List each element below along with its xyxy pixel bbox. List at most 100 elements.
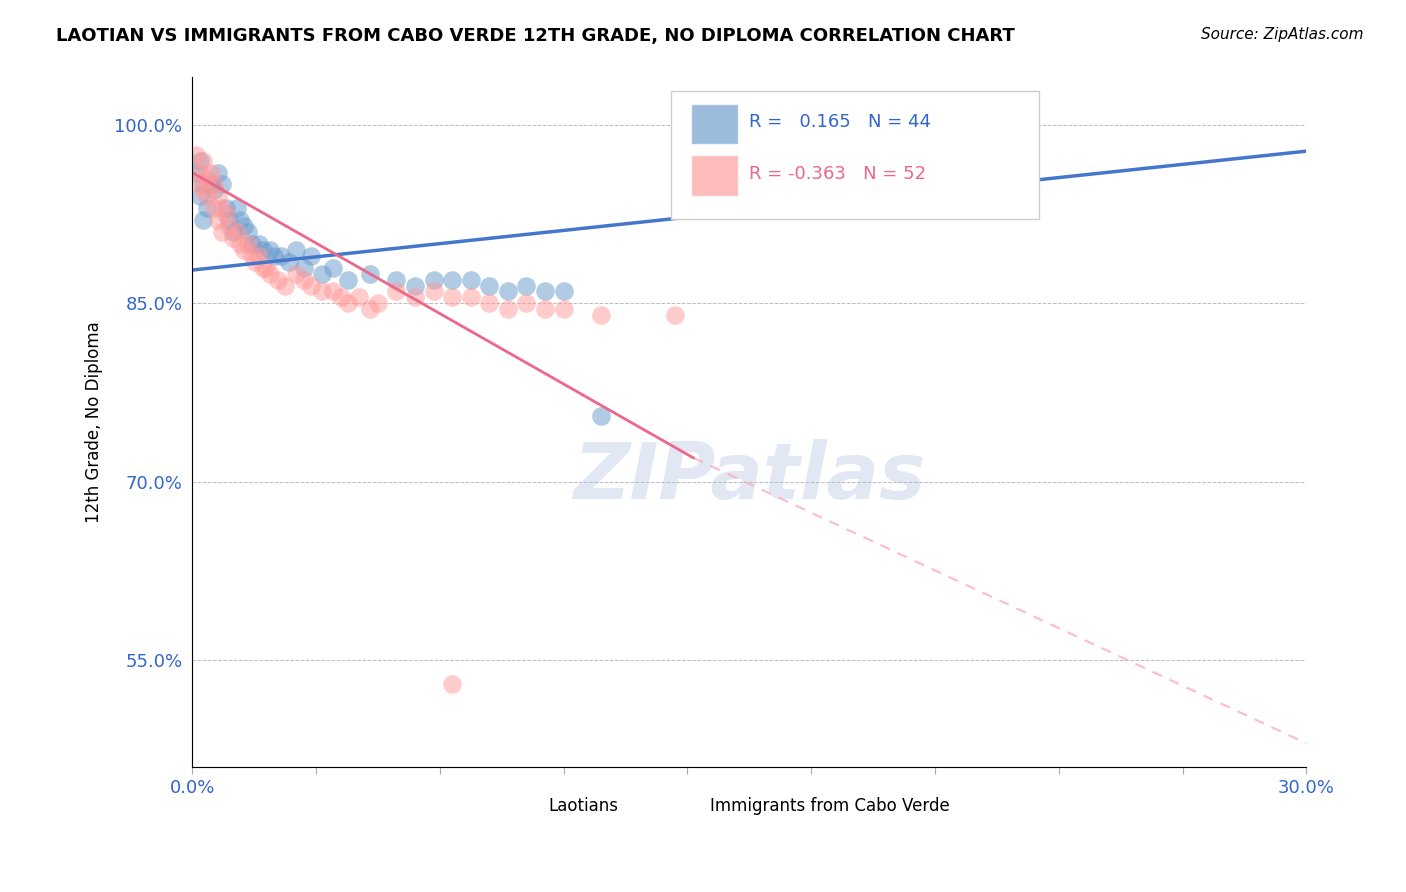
Point bbox=[252, 243, 274, 257]
Point bbox=[240, 249, 263, 263]
Point bbox=[259, 267, 281, 281]
Point bbox=[214, 207, 236, 221]
Point bbox=[924, 160, 946, 174]
Point bbox=[359, 302, 381, 317]
Point bbox=[247, 249, 270, 263]
Point bbox=[274, 278, 297, 293]
Point bbox=[229, 213, 252, 227]
Point bbox=[211, 225, 233, 239]
Point bbox=[270, 249, 292, 263]
Point bbox=[329, 290, 352, 304]
Point bbox=[337, 272, 360, 286]
Point bbox=[259, 243, 281, 257]
Point bbox=[322, 285, 344, 299]
Point bbox=[188, 153, 211, 168]
Text: ZIPatlas: ZIPatlas bbox=[574, 440, 925, 516]
Point bbox=[222, 231, 245, 245]
Point bbox=[277, 254, 299, 268]
Point bbox=[245, 254, 267, 268]
Point bbox=[252, 260, 274, 275]
Point bbox=[553, 302, 575, 317]
Point bbox=[204, 183, 226, 197]
Point bbox=[200, 165, 222, 179]
Point bbox=[236, 236, 259, 251]
Point bbox=[229, 236, 252, 251]
Point bbox=[404, 290, 426, 304]
Point bbox=[254, 260, 277, 275]
FancyBboxPatch shape bbox=[692, 103, 738, 145]
Point bbox=[184, 165, 207, 179]
Point bbox=[285, 267, 308, 281]
Point bbox=[299, 249, 322, 263]
Point bbox=[207, 213, 229, 227]
Point bbox=[218, 213, 240, 227]
Point bbox=[589, 409, 612, 424]
Point bbox=[664, 308, 686, 322]
Point bbox=[478, 278, 501, 293]
Point bbox=[441, 677, 464, 691]
Point bbox=[589, 308, 612, 322]
Text: LAOTIAN VS IMMIGRANTS FROM CABO VERDE 12TH GRADE, NO DIPLOMA CORRELATION CHART: LAOTIAN VS IMMIGRANTS FROM CABO VERDE 12… bbox=[56, 27, 1015, 45]
Point bbox=[193, 153, 215, 168]
Point bbox=[195, 189, 218, 203]
Point bbox=[233, 243, 256, 257]
FancyBboxPatch shape bbox=[692, 155, 738, 196]
Text: Laotians: Laotians bbox=[548, 797, 619, 814]
Point bbox=[292, 272, 315, 286]
Point bbox=[214, 201, 236, 215]
Point bbox=[211, 201, 233, 215]
Point bbox=[207, 165, 229, 179]
Point bbox=[195, 171, 218, 186]
Point bbox=[441, 290, 464, 304]
Point bbox=[292, 260, 315, 275]
Point bbox=[359, 267, 381, 281]
Point bbox=[225, 225, 247, 239]
Point bbox=[422, 285, 444, 299]
Point bbox=[188, 165, 211, 179]
Point bbox=[322, 260, 344, 275]
Point bbox=[193, 183, 215, 197]
Point bbox=[247, 236, 270, 251]
Point bbox=[193, 178, 215, 192]
FancyBboxPatch shape bbox=[671, 91, 1039, 219]
Point bbox=[534, 302, 557, 317]
FancyBboxPatch shape bbox=[509, 790, 541, 821]
Point bbox=[404, 278, 426, 293]
Point bbox=[422, 272, 444, 286]
Point bbox=[496, 302, 519, 317]
Point bbox=[367, 296, 389, 310]
Point bbox=[553, 285, 575, 299]
Point bbox=[460, 290, 482, 304]
Point bbox=[233, 219, 256, 233]
Text: Source: ZipAtlas.com: Source: ZipAtlas.com bbox=[1201, 27, 1364, 42]
Point bbox=[222, 225, 245, 239]
Point bbox=[207, 189, 229, 203]
Point bbox=[534, 285, 557, 299]
Point bbox=[195, 201, 218, 215]
Point bbox=[204, 178, 226, 192]
Point bbox=[385, 285, 408, 299]
Point bbox=[311, 267, 333, 281]
Text: Immigrants from Cabo Verde: Immigrants from Cabo Verde bbox=[710, 797, 950, 814]
Point bbox=[236, 225, 259, 239]
FancyBboxPatch shape bbox=[671, 790, 703, 821]
Point bbox=[200, 178, 222, 192]
Point bbox=[218, 219, 240, 233]
Point bbox=[337, 296, 360, 310]
Point bbox=[188, 189, 211, 203]
Point bbox=[204, 201, 226, 215]
Point bbox=[441, 272, 464, 286]
Point bbox=[311, 285, 333, 299]
Point bbox=[496, 285, 519, 299]
Point bbox=[225, 201, 247, 215]
Text: R = -0.363   N = 52: R = -0.363 N = 52 bbox=[749, 165, 927, 183]
Point bbox=[285, 243, 308, 257]
Text: R =   0.165   N = 44: R = 0.165 N = 44 bbox=[749, 113, 931, 131]
Point bbox=[184, 147, 207, 161]
Point bbox=[188, 178, 211, 192]
Point bbox=[193, 213, 215, 227]
Y-axis label: 12th Grade, No Diploma: 12th Grade, No Diploma bbox=[86, 321, 103, 523]
Point bbox=[211, 178, 233, 192]
Point bbox=[263, 249, 285, 263]
Point bbox=[299, 278, 322, 293]
